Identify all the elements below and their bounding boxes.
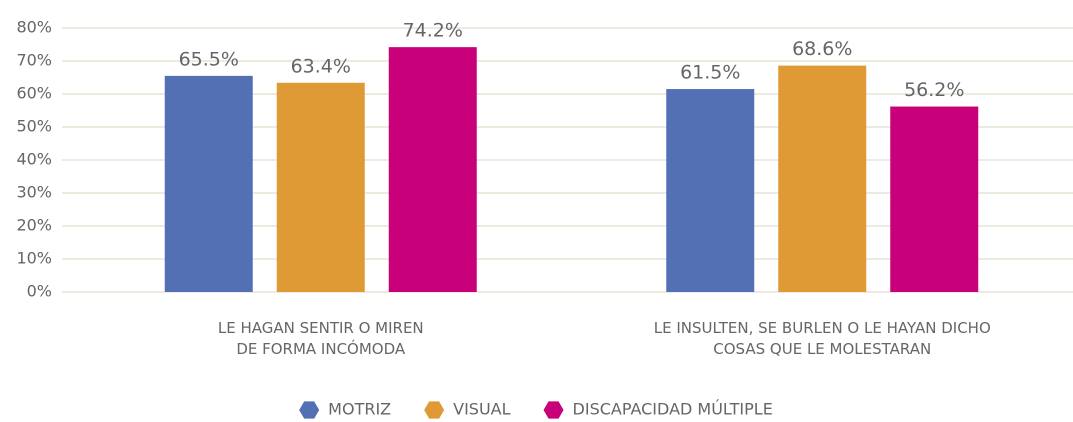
y-tick-label: 70% [16,51,52,70]
y-tick-label: 80% [16,18,52,37]
y-tick-label: 40% [16,150,52,169]
y-tick-label: 30% [16,183,52,202]
bar [164,75,253,292]
legend-label: VISUAL [453,400,510,419]
y-tick-label: 20% [16,216,52,235]
y-tick-label: 10% [16,249,52,268]
legend-label: DISCAPACIDAD MÚLTIPLE [573,400,773,419]
y-tick-label: 0% [27,282,52,301]
data-label: 56.2% [904,79,964,101]
data-label: 74.2% [403,20,463,42]
data-label: 65.5% [179,48,239,70]
bar [778,65,867,293]
legend-marker [543,401,564,419]
x-tick-label: LE INSULTEN, SE BURLEN O LE HAYAN DICHO … [653,319,991,358]
data-label: 63.4% [291,55,351,77]
bar [388,47,477,292]
bar [890,106,979,292]
bar [666,89,755,292]
legend-marker [299,401,320,419]
legend-label: MOTRIZ [328,400,391,419]
y-tick-label: 60% [16,84,52,103]
y-tick-label: 50% [16,117,52,136]
bar [276,82,365,292]
data-label: 61.5% [680,62,740,84]
data-label: 68.6% [792,38,852,60]
legend-marker [424,401,445,419]
x-tick-label: LE HAGAN SENTIR O MIREN DE FORMA INCÓMOD… [217,319,424,358]
